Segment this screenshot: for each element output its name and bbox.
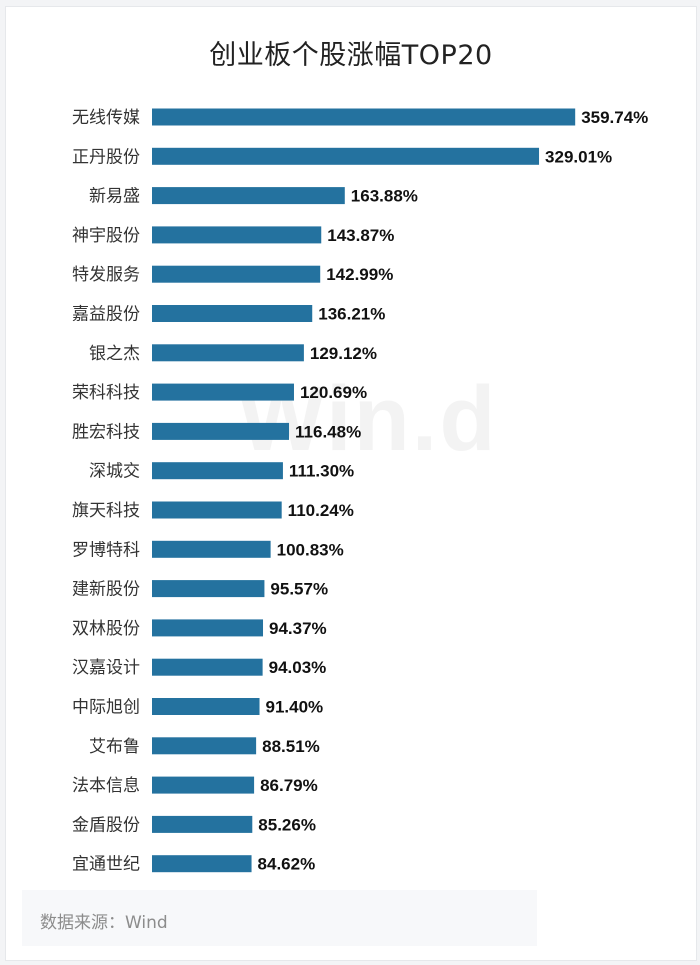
category-label: 罗博特科 xyxy=(72,540,140,560)
category-label: 法本信息 xyxy=(72,776,140,796)
bar xyxy=(152,658,263,676)
chart-card: 创业板个股涨幅TOP20 Win.d 无线传媒359.74%正丹股份329.01… xyxy=(5,6,697,961)
source-note: 数据来源：Wind xyxy=(40,913,168,933)
bar xyxy=(152,265,321,283)
value-label: 88.51% xyxy=(262,737,320,756)
value-label: 91.40% xyxy=(266,698,324,717)
category-label: 胜宏科技 xyxy=(72,422,140,442)
category-label: 无线传媒 xyxy=(72,108,140,128)
category-label: 金盾股份 xyxy=(72,815,140,835)
category-label: 特发服务 xyxy=(72,265,140,285)
category-label: 建新股份 xyxy=(72,580,140,600)
value-label: 120.69% xyxy=(300,383,367,402)
bar xyxy=(152,501,282,519)
bar xyxy=(152,619,264,637)
bar xyxy=(152,737,257,755)
category-label: 神宇股份 xyxy=(72,226,140,246)
category-label: 新易盛 xyxy=(89,187,140,207)
category-label: 中际旭创 xyxy=(72,698,140,718)
bar xyxy=(152,462,283,480)
value-label: 136.21% xyxy=(318,305,385,324)
bar xyxy=(152,383,294,401)
category-label: 艾布鲁 xyxy=(89,737,140,757)
bar xyxy=(152,580,265,598)
bar xyxy=(152,776,255,794)
source-box: 数据来源：Wind xyxy=(22,890,537,946)
category-label: 旗天科技 xyxy=(72,501,140,521)
value-label: 95.57% xyxy=(270,580,328,599)
category-label: 深城交 xyxy=(89,462,140,482)
value-label: 86.79% xyxy=(260,776,318,795)
value-label: 129.12% xyxy=(310,344,377,363)
value-label: 111.30% xyxy=(289,462,354,481)
bar xyxy=(152,422,290,440)
chart-title: 创业板个股涨幅TOP20 xyxy=(209,40,493,71)
bar xyxy=(152,344,304,362)
value-label: 84.62% xyxy=(258,855,316,874)
value-label: 100.83% xyxy=(277,540,344,559)
category-label: 银之杰 xyxy=(89,344,140,364)
bar xyxy=(152,305,313,322)
value-label: 163.88% xyxy=(351,187,418,206)
bar xyxy=(152,815,253,833)
value-label: 85.26% xyxy=(258,815,316,834)
bar xyxy=(152,855,252,873)
bar-chart: 无线传媒 359.74% 正丹股份 329.01% 新易盛 163.88% 神宇股份 143.… xyxy=(72,108,648,875)
bar xyxy=(152,108,576,126)
bar xyxy=(152,698,260,715)
bar xyxy=(152,226,322,244)
category-label: 荣科科技 xyxy=(72,383,140,403)
value-label: 116.48% xyxy=(295,422,361,441)
bar xyxy=(152,187,345,205)
value-label: 110.24% xyxy=(288,501,354,520)
bar xyxy=(152,540,271,558)
category-label: 汉嘉设计 xyxy=(72,658,140,678)
category-label: 宜通世纪 xyxy=(72,855,140,875)
value-label: 94.37% xyxy=(269,619,327,638)
category-label: 双林股份 xyxy=(72,619,140,639)
value-label: 142.99% xyxy=(326,265,393,284)
value-label: 359.74% xyxy=(581,108,648,127)
value-label: 94.03% xyxy=(269,658,327,677)
value-label: 143.87% xyxy=(327,226,394,245)
bar xyxy=(152,147,540,165)
value-label: 329.01% xyxy=(545,147,612,166)
category-label: 正丹股份 xyxy=(72,147,140,167)
category-label: 嘉益股份 xyxy=(72,305,140,325)
